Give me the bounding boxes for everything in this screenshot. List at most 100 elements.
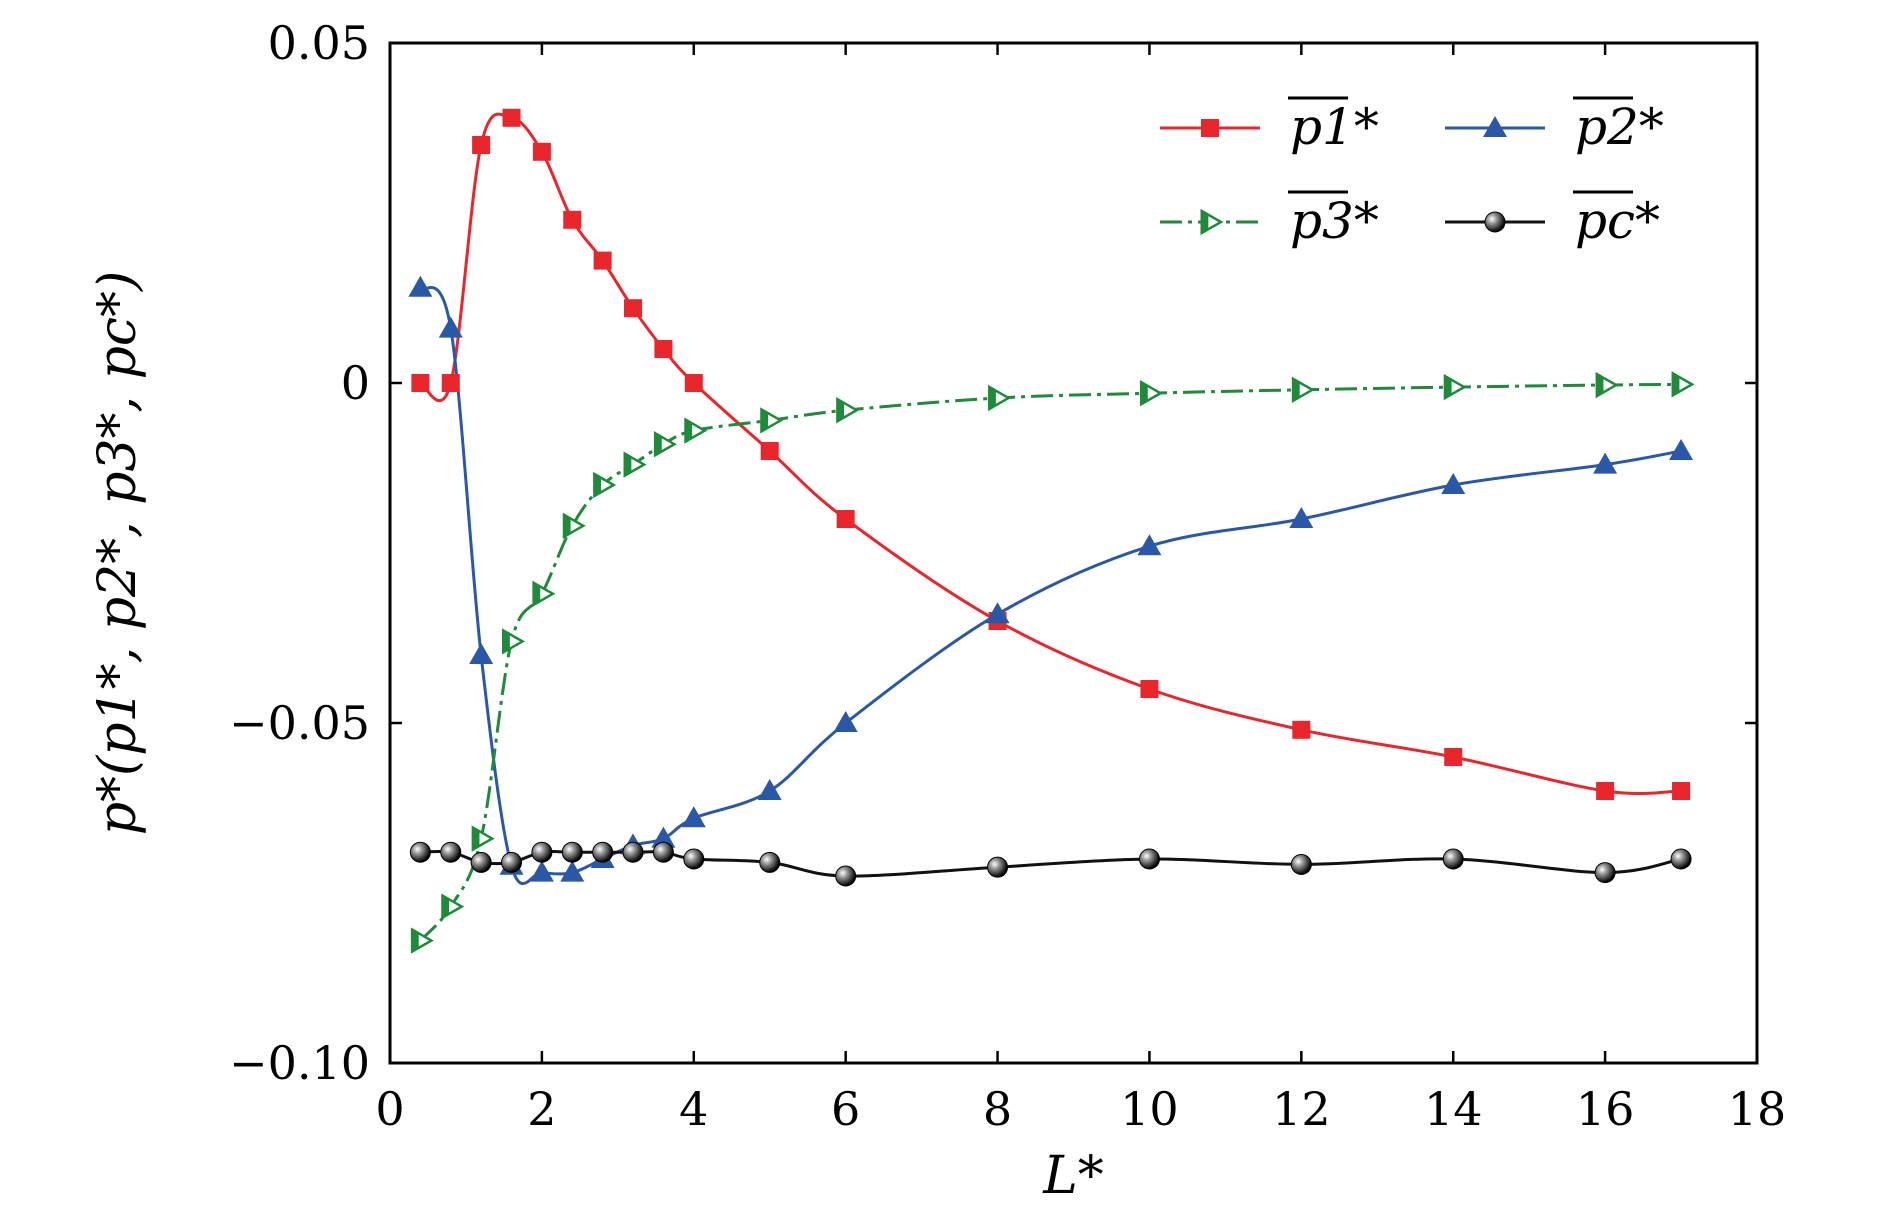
axis-titles: L* p*(p1*, p2*, p3*, pc*) bbox=[88, 271, 1104, 1206]
series-0-point-11 bbox=[836, 510, 855, 528]
series-0-point-13 bbox=[1140, 680, 1159, 698]
series-1-point-0 bbox=[408, 275, 433, 297]
series-3-point-2 bbox=[470, 851, 492, 873]
series-0-point-1 bbox=[441, 374, 460, 392]
series-3-point-13 bbox=[1138, 848, 1160, 870]
series-2-point-0 bbox=[410, 927, 434, 954]
legend-marker bbox=[1201, 119, 1219, 137]
x-tick-label: 18 bbox=[1728, 1082, 1787, 1136]
x-axis-title: L* bbox=[1042, 1146, 1104, 1206]
legend-item-1: p2* bbox=[1445, 96, 1664, 156]
x-tick-label: 6 bbox=[831, 1082, 860, 1136]
series-0-point-17 bbox=[1672, 782, 1691, 800]
series-3-point-6 bbox=[592, 841, 614, 863]
plot-area bbox=[388, 41, 1759, 1065]
y-tick-label: −0.10 bbox=[229, 1036, 370, 1090]
y-tick-label: 0 bbox=[341, 356, 370, 410]
series-2-point-11 bbox=[836, 397, 860, 424]
legend-label: p3* bbox=[1290, 192, 1379, 250]
series-1-point-17 bbox=[1669, 439, 1694, 460]
y-tick-label: −0.05 bbox=[229, 696, 370, 750]
series-0-point-8 bbox=[654, 340, 673, 358]
series-2-point-9 bbox=[684, 417, 708, 444]
series-2-point-6 bbox=[593, 471, 617, 499]
series-3-point-16 bbox=[1594, 862, 1616, 884]
legend-marker bbox=[1483, 116, 1507, 137]
series-3-point-14 bbox=[1290, 853, 1312, 875]
series-line-1 bbox=[419, 285, 1682, 885]
series-3-point-11 bbox=[835, 865, 857, 887]
series-0-point-5 bbox=[563, 210, 582, 229]
x-axis-ticks: 0 2 4 6 8 10 12 14 16 18 bbox=[375, 43, 1786, 1136]
series-0-point-10 bbox=[760, 442, 779, 460]
series-2-point-8 bbox=[653, 431, 677, 458]
series-2-point-13 bbox=[1139, 380, 1163, 407]
series-1-point-2 bbox=[469, 643, 494, 664]
series-2-point-4 bbox=[532, 580, 556, 607]
series-2-point-16 bbox=[1595, 371, 1619, 399]
legend: p1* p2* p3* pc* bbox=[1160, 96, 1664, 250]
series-1-point-11 bbox=[833, 711, 858, 732]
legend-label: p2* bbox=[1575, 98, 1664, 156]
series-line-0 bbox=[419, 112, 1682, 796]
series-3-point-1 bbox=[440, 841, 462, 863]
series-1-point-12 bbox=[985, 602, 1010, 624]
legend-marker bbox=[1484, 211, 1506, 233]
series-2-point-1 bbox=[441, 893, 465, 920]
series-3-point-10 bbox=[759, 851, 781, 873]
series-1-point-1 bbox=[438, 316, 463, 338]
y-axis-title: p*(p1*, p2*, p3*, pc*) bbox=[88, 271, 148, 836]
series-2-point-5 bbox=[562, 512, 586, 539]
series-3-point-17 bbox=[1670, 848, 1692, 870]
x-tick-label: 10 bbox=[1120, 1082, 1179, 1136]
series-3-point-15 bbox=[1442, 848, 1464, 870]
legend-marker bbox=[1200, 208, 1224, 236]
x-tick-label: 12 bbox=[1272, 1082, 1331, 1136]
series-0-point-3 bbox=[502, 108, 521, 127]
series-lines bbox=[419, 112, 1682, 942]
plot-frame bbox=[388, 41, 1759, 1065]
series-1-point-14 bbox=[1289, 507, 1314, 528]
series-1-point-16 bbox=[1593, 452, 1618, 474]
series-0-point-9 bbox=[684, 374, 703, 392]
y-tick-label: 0.05 bbox=[268, 16, 370, 70]
series-2-point-2 bbox=[471, 825, 495, 852]
x-tick-label: 2 bbox=[527, 1082, 556, 1136]
series-3-point-3 bbox=[501, 851, 523, 873]
series-1-point-10 bbox=[757, 779, 782, 800]
series-0-point-0 bbox=[411, 374, 430, 392]
legend-label: pc* bbox=[1575, 192, 1660, 250]
y-axis-ticks: 0.05 0 −0.05 −0.10 bbox=[229, 16, 1757, 1090]
series-1-point-5 bbox=[560, 860, 585, 882]
series-1-point-4 bbox=[529, 860, 554, 882]
series-1-point-8 bbox=[651, 826, 676, 848]
x-tick-label: 8 bbox=[983, 1082, 1012, 1136]
x-tick-label: 16 bbox=[1576, 1082, 1635, 1136]
series-1-point-9 bbox=[681, 806, 706, 828]
series-line-2 bbox=[419, 382, 1682, 942]
legend-item-0: p1* bbox=[1160, 96, 1379, 156]
series-markers bbox=[408, 108, 1695, 954]
series-0-point-14 bbox=[1292, 720, 1311, 739]
x-tick-label: 0 bbox=[375, 1082, 404, 1136]
legend-item-2: p3* bbox=[1160, 190, 1379, 250]
series-2-point-14 bbox=[1291, 376, 1315, 403]
series-0-point-16 bbox=[1596, 782, 1615, 800]
series-0-point-4 bbox=[532, 142, 551, 161]
series-2-point-15 bbox=[1443, 373, 1467, 401]
series-2-point-3 bbox=[502, 628, 526, 655]
series-0-point-15 bbox=[1444, 748, 1463, 766]
x-tick-label: 4 bbox=[679, 1082, 708, 1136]
series-1-point-15 bbox=[1441, 473, 1466, 494]
series-1-point-13 bbox=[1137, 534, 1162, 556]
series-2-point-17 bbox=[1671, 371, 1695, 398]
series-2-point-12 bbox=[988, 384, 1012, 412]
series-0-point-7 bbox=[624, 299, 643, 318]
legend-label: p1* bbox=[1290, 98, 1379, 156]
series-3-point-4 bbox=[531, 841, 553, 863]
series-3-point-12 bbox=[987, 856, 1009, 878]
series-0-point-6 bbox=[593, 251, 612, 270]
series-2-point-10 bbox=[760, 407, 784, 434]
series-3-point-5 bbox=[561, 841, 583, 863]
